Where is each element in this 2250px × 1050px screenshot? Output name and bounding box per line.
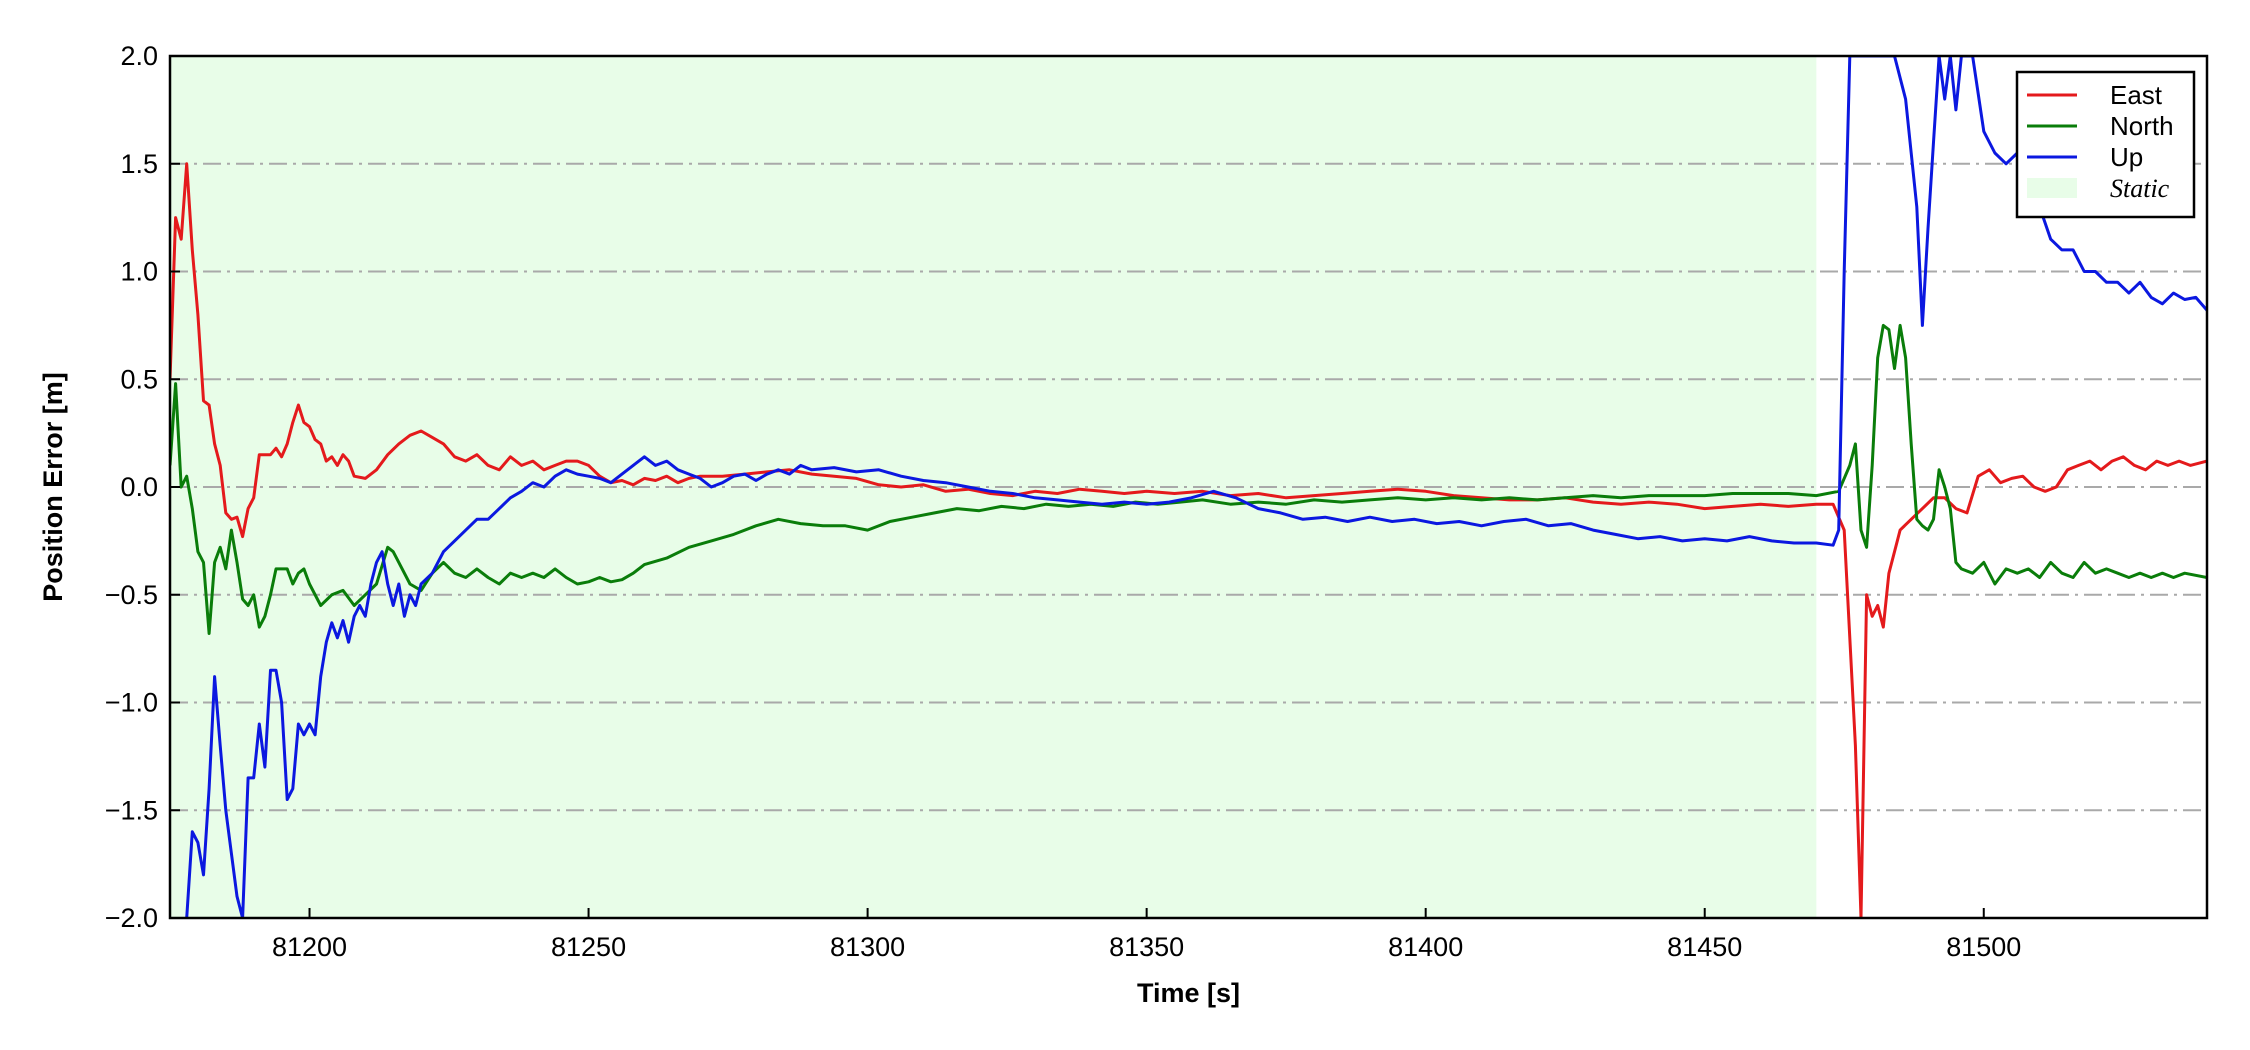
x-tick-label: 81500 [1946,932,2021,962]
legend-label-up: Up [2110,142,2143,172]
series-line-up [185,56,2207,918]
x-tick-label: 81300 [830,932,905,962]
y-tick-label: 1.0 [120,257,158,287]
x-axis: 81200 81250 81300 81350 81400 81450 81500 [272,908,2021,962]
y-axis: −2.0 −1.5 −1.0 −0.5 0.0 0.5 1.0 1.5 2.0 [105,41,180,933]
x-tick-label: 81200 [272,932,347,962]
x-tick-label: 81450 [1667,932,1742,962]
legend-swatch-static [2027,178,2077,198]
x-tick-label: 81400 [1388,932,1463,962]
y-tick-label: −1.5 [105,795,158,825]
legend-label-static: Static [2110,174,2170,203]
series-line-north [170,323,2207,635]
y-axis-title: Position Error [m] [38,372,68,602]
grid-layer [170,162,2207,812]
x-axis-title: Time [s] [1137,978,1240,1008]
y-tick-label: 1.5 [120,149,158,179]
y-tick-label: −1.0 [105,688,158,718]
series-line-east [170,162,2207,918]
y-tick-label: 0.5 [120,364,158,394]
y-tick-label: −2.0 [105,903,158,933]
x-tick-label: 81350 [1109,932,1184,962]
legend-label-north: North [2110,111,2174,141]
series-layer [170,56,2207,918]
y-tick-label: 2.0 [120,41,158,71]
y-tick-label: 0.0 [120,472,158,502]
legend-label-east: East [2110,80,2163,110]
x-tick-label: 81250 [551,932,626,962]
y-tick-label: −0.5 [105,580,158,610]
